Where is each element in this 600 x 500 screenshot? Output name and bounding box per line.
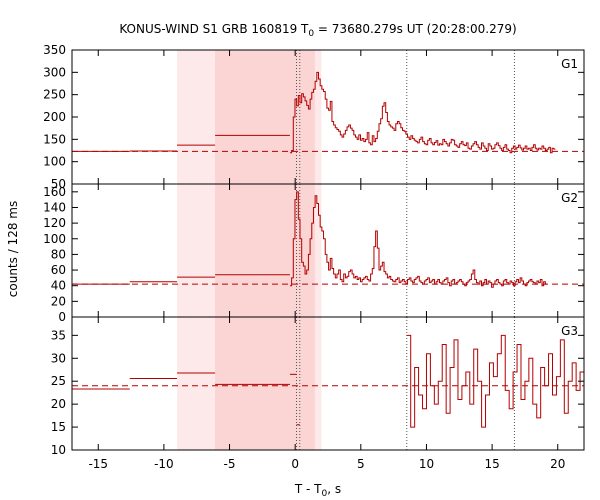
panels-group: 50100150200250300350G1020406080100120140… [43,43,585,471]
chart-title-main: KONUS-WIND S1 GRB 160819 T [119,22,309,36]
x-tick-label: -10 [154,457,174,471]
panel-frame [71,316,585,451]
y-tick-label: 20 [51,294,66,308]
x-axis-label: T - T0, s [294,482,341,499]
y-tick-label: 25 [51,374,66,388]
y-axis-label: counts / 128 ms [6,201,20,297]
x-axis-label-main: T - T [294,482,322,496]
y-tick-label: 20 [51,397,66,411]
chart-title-subscript: 0 [308,29,314,39]
y-tick-label: 60 [51,263,66,277]
series-g3-segment-6 [406,334,585,428]
y-tick-label: 100 [43,232,66,246]
x-axis-label-rest: , s [327,482,341,496]
y-tick-label: 50 [51,177,66,191]
y-tick-label: 350 [43,43,66,57]
y-tick-label: 0 [58,310,66,324]
panel-label-g3: G3 [561,324,578,338]
y-tick-label: 200 [43,110,66,124]
y-tick-label: 140 [43,200,66,214]
y-tick-label: 40 [51,279,66,293]
x-tick-label: 20 [550,457,565,471]
series-g1-segment-4 [289,71,556,154]
panel-label-g2: G2 [561,191,578,205]
x-tick-label: -15 [88,457,108,471]
y-tick-label: 150 [43,132,66,146]
y-tick-label: 120 [43,216,66,230]
series-g2-segment-4 [289,191,548,288]
y-tick-label: 100 [43,155,66,169]
x-tick-label: 0 [291,457,299,471]
panel-label-g1: G1 [561,57,578,71]
shaded-interval-1 [215,317,315,450]
x-axis-label-subscript: 0 [322,489,328,499]
x-tick-label: -5 [224,457,236,471]
y-tick-label: 35 [51,328,66,342]
y-tick-label: 300 [43,65,66,79]
y-tick-label: 250 [43,88,66,102]
panel-g1: 50 100 150 200 250 300 350 G1 [43,43,585,191]
chart-title: KONUS-WIND S1 GRB 160819 T0 = 73680.279s… [119,22,516,39]
panel-frame [71,49,585,185]
panel-g3: 10 15 20 25 30 35 G3 [51,316,585,457]
y-tick-label: 80 [51,247,66,261]
y-tick-label: 15 [51,420,66,434]
shaded-interval-1 [215,50,315,184]
x-tick-label: 15 [484,457,499,471]
chart-title-rest: = 73680.279s UT (20:28:00.279) [314,22,517,36]
x-tick-label: 5 [357,457,365,471]
y-tick-label: 10 [51,443,66,457]
panel-frame [71,183,585,318]
y-tick-label: 30 [51,351,66,365]
y-tick-label: 160 [43,185,66,199]
x-tick-label: 10 [419,457,434,471]
